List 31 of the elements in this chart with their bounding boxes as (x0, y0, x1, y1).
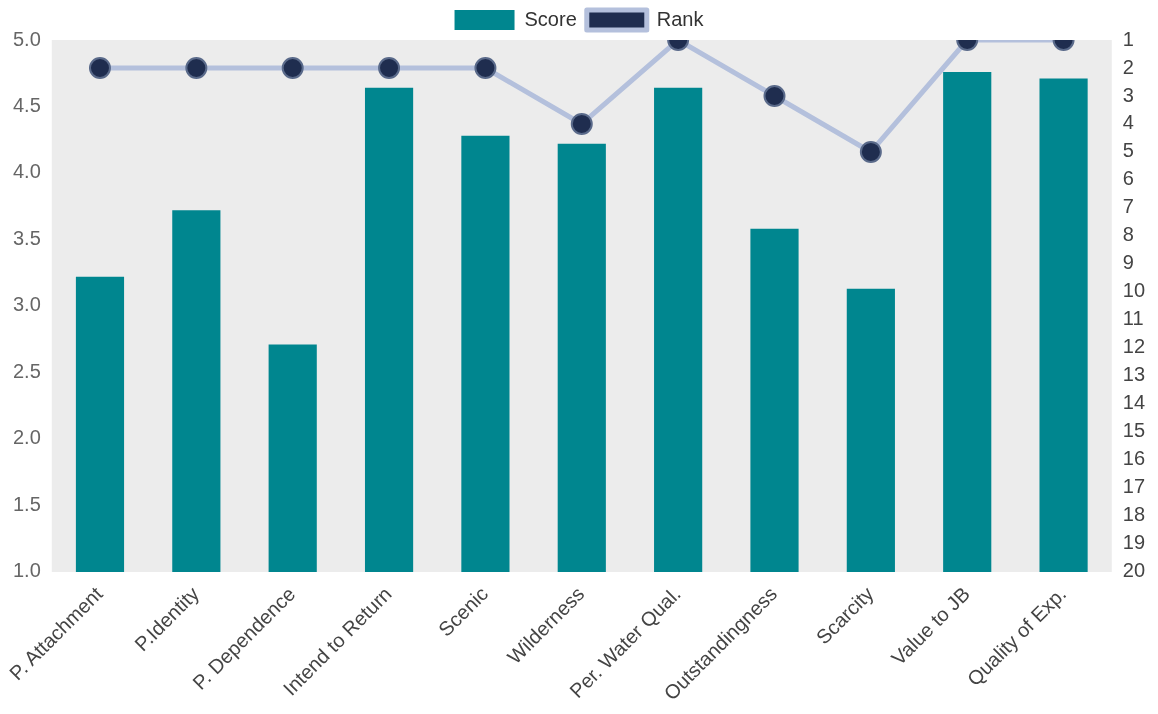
y2-tick-label: 11 (1122, 307, 1144, 330)
y2-tick-label: 12 (1122, 335, 1145, 358)
y2-tick-label: 16 (1122, 447, 1145, 470)
y-tick-label: 2.0 (12, 426, 41, 449)
y-tick-label: 3.0 (12, 293, 41, 316)
y2-tick-label: 18 (1122, 503, 1145, 526)
y2-tick-label: 2 (1122, 55, 1134, 78)
legend-label: Score (524, 7, 577, 30)
y2-tick-label: 9 (1122, 251, 1134, 274)
y2-tick-label: 14 (1122, 391, 1145, 414)
y-tick-label: 5.0 (12, 27, 41, 50)
y2-tick-label: 10 (1122, 279, 1145, 302)
y-tick-label: 4.0 (12, 160, 41, 183)
y2-tick-label: 20 (1122, 559, 1145, 582)
legend-label: Rank (656, 7, 705, 30)
y-tick-label: 3.5 (12, 226, 41, 249)
y-tick-label: 4.5 (12, 94, 41, 116)
y2-tick-label: 4 (1122, 111, 1134, 134)
y-tick-label: 1.0 (12, 559, 41, 582)
y-tick-label: 2.5 (12, 359, 41, 382)
y2-tick-label: 5 (1122, 139, 1134, 162)
y2-tick-label: 1 (1122, 27, 1134, 50)
y2-tick-label: 15 (1122, 419, 1145, 442)
y2-tick-label: 7 (1122, 195, 1134, 218)
y2-tick-label: 17 (1122, 475, 1145, 498)
y2-tick-label: 19 (1122, 531, 1145, 554)
y2-tick-label: 13 (1122, 363, 1145, 386)
y2-tick-label: 3 (1122, 83, 1134, 106)
y-tick-label: 1.5 (12, 492, 41, 515)
y2-tick-label: 6 (1122, 167, 1134, 190)
y2-tick-label: 8 (1122, 223, 1134, 246)
